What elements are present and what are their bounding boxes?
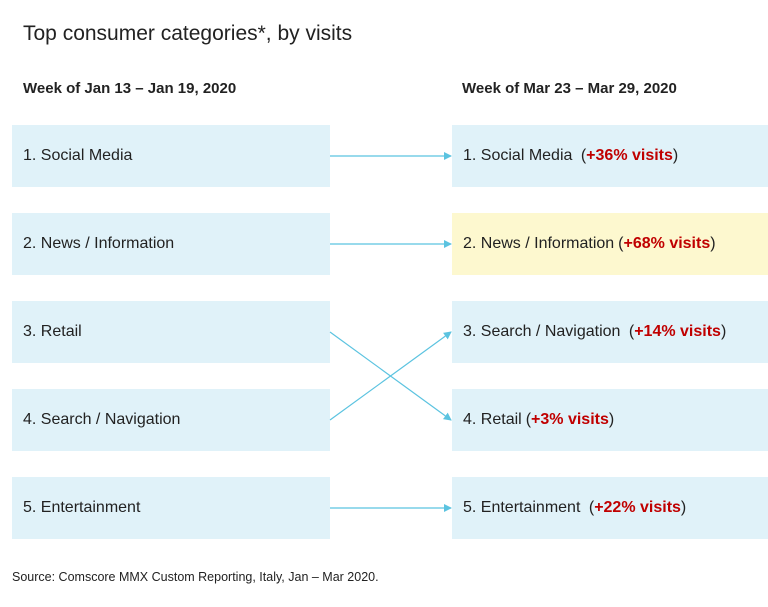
arrow-retail-to-4 [329,331,452,421]
left-box-label: 2. News / Information [23,235,175,252]
right-box-retail: 4. Retail(+3% visits) [452,389,768,451]
left-box-entertainment: 5. Entertainment [12,477,330,539]
paren-close: ) [672,147,679,164]
left-box-label: 4. Search / Navigation [23,411,181,428]
diagram-title: Top consumer categories*, by visits [23,22,353,45]
paren-open: ( [588,499,595,516]
paren-open: ( [618,235,624,252]
right-box-label: 4. Retail [463,411,522,428]
right-box-label: 5. Entertainment [463,499,581,516]
right-box-label: 2. News / Information [463,235,615,252]
right-box-search-navigation: 3. Search / Navigation (+14% visits) [452,301,768,363]
arrow-search-to-3 [329,331,452,421]
right-box-label: 3. Search / Navigation [463,323,621,340]
left-box-label: 3. Retail [23,323,82,340]
left-box-news-information: 2. News / Information [12,213,330,275]
left-column-header: Week of Jan 13 – Jan 19, 2020 [23,80,237,97]
visit-change: +22% visits [594,499,681,516]
paren-close: ) [720,323,727,340]
paren-close: ) [710,235,716,252]
left-box-label: 1. Social Media [23,147,133,164]
left-box-search-navigation: 4. Search / Navigation [12,389,330,451]
paren-open: ( [525,411,532,428]
left-box-social-media: 1. Social Media [12,125,330,187]
source-note: Source: Comscore MMX Custom Reporting, I… [12,570,379,584]
paren-open: ( [580,147,587,164]
left-box-label: 5. Entertainment [23,499,141,516]
visit-change: +3% visits [531,411,609,428]
visit-change: +36% visits [586,147,673,164]
paren-close: ) [608,411,615,428]
visit-change: +68% visits [623,235,711,252]
paren-close: ) [680,499,687,516]
right-column-header: Week of Mar 23 – Mar 29, 2020 [462,80,677,97]
right-box-entertainment: 5. Entertainment (+22% visits) [452,477,768,539]
left-box-retail: 3. Retail [12,301,330,363]
visit-change: +14% visits [634,323,721,340]
paren-open: ( [628,323,635,340]
right-box-news-information: 2. News / Information(+68% visits) [452,213,768,275]
right-box-label: 1. Social Media [463,147,573,164]
right-box-social-media: 1. Social Media (+36% visits) [452,125,768,187]
